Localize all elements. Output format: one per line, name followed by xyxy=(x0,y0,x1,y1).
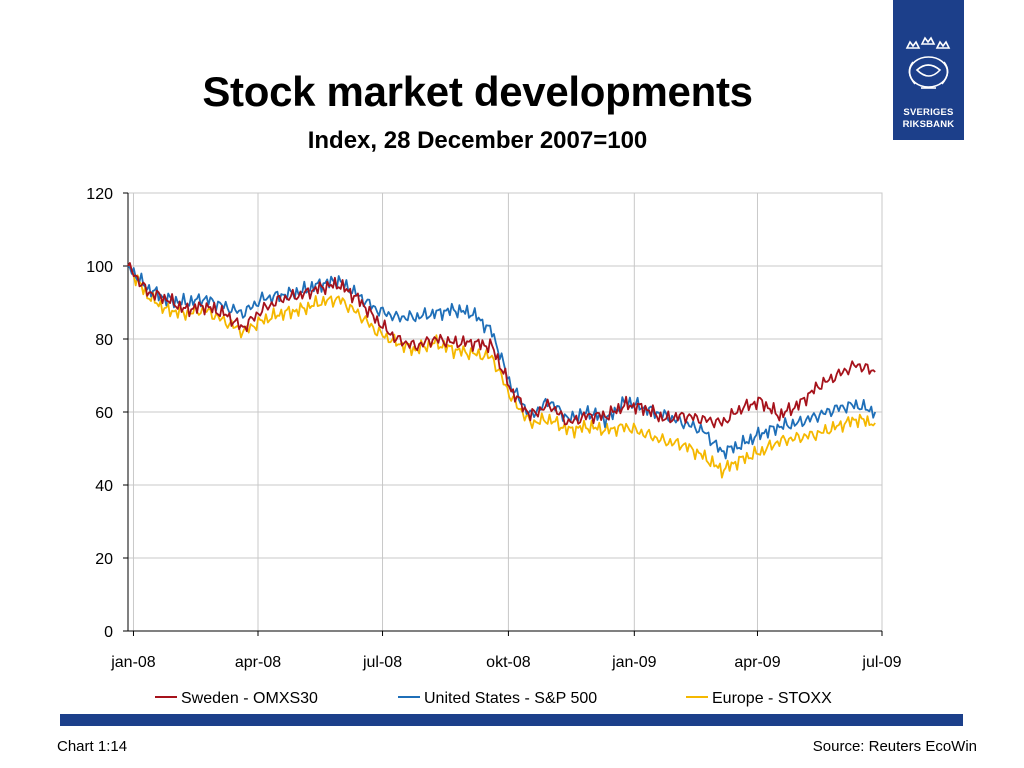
series-line-2 xyxy=(127,264,876,479)
y-tick-label: 60 xyxy=(95,405,113,422)
y-tick-label: 120 xyxy=(86,186,113,203)
logo-line2: RIKSBANK xyxy=(902,119,955,130)
x-tick-label: jan-08 xyxy=(110,654,156,671)
y-tick-label: 0 xyxy=(104,624,113,641)
series-line-0 xyxy=(127,262,876,429)
footer-bar xyxy=(60,714,963,726)
source-note: Source: Reuters EcoWin xyxy=(812,738,977,755)
x-tick-label: jan-09 xyxy=(611,654,657,671)
chart-number: Chart 1:14 xyxy=(57,738,128,755)
line-chart: 0 20 40 60 80 100 120 jan-08 apr-08 jul-08 okt-08 j… xyxy=(86,186,901,707)
x-tick-label: jul-09 xyxy=(861,654,901,671)
y-tick-label: 80 xyxy=(95,332,113,349)
x-tick-label: okt-08 xyxy=(486,654,531,671)
legend-label-2: Europe - STOXX xyxy=(712,690,832,707)
y-tick-label: 100 xyxy=(86,259,113,276)
chart-title: Stock market developments xyxy=(202,68,753,115)
logo-line1: SVERIGES xyxy=(903,107,954,118)
y-tick-label: 40 xyxy=(95,478,113,495)
x-tick-label: apr-08 xyxy=(235,654,281,671)
series-line-1 xyxy=(127,265,877,460)
y-tick-label: 20 xyxy=(95,551,113,568)
riksbank-logo: SVERIGES RIKSBANK xyxy=(893,0,964,140)
legend-label-1: United States - S&P 500 xyxy=(424,690,597,707)
x-tick-label: jul-08 xyxy=(362,654,402,671)
x-tick-label: apr-09 xyxy=(734,654,780,671)
riksbank-crest-icon xyxy=(905,36,951,89)
chart-subtitle: Index, 28 December 2007=100 xyxy=(307,127,648,154)
legend-label-0: Sweden - OMXS30 xyxy=(181,690,318,707)
